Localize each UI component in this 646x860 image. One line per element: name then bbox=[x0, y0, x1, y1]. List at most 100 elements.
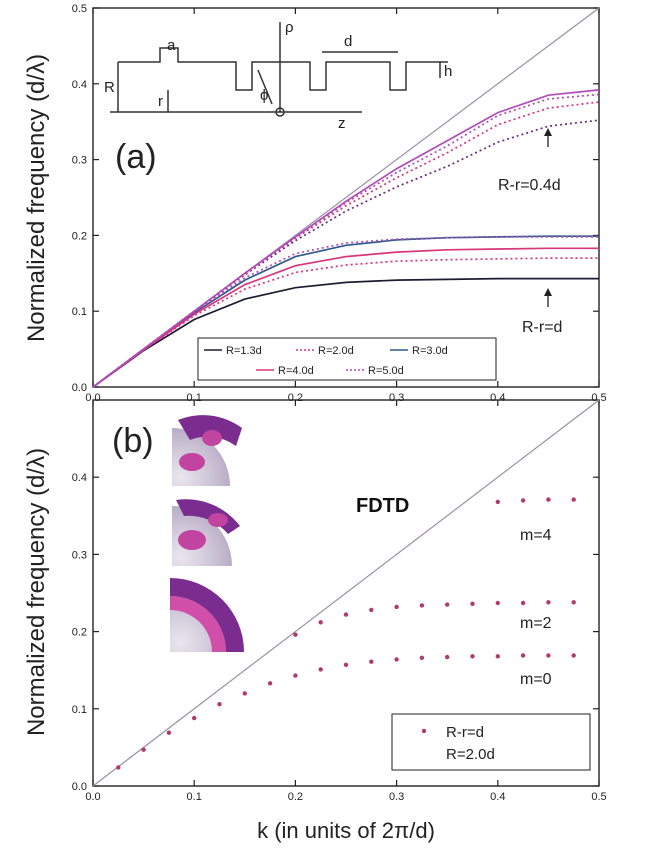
inset-label-phi: ϕ bbox=[260, 87, 268, 104]
fdtd-point-m2 bbox=[571, 600, 576, 605]
panel-a-plot-frame bbox=[92, 7, 600, 388]
panel-a-tick-group: 0.0 0.1 0.2 0.3 0.4 0.5 0.0 0.1 0.2 0.3 0.4 0.5 bbox=[72, 3, 607, 404]
panel-b-chart: 0.0 0.1 0.2 0.3 0.4 0.5 0.0 0.1 0.2 0.3 0.4 (b) FD… bbox=[23, 399, 607, 843]
panel-b-x-tick-label: 0.3 bbox=[389, 791, 404, 803]
annotation-arrowhead-lower bbox=[544, 288, 552, 296]
mode-label-m4: m=4 bbox=[520, 527, 552, 544]
fdtd-point-m0 bbox=[571, 653, 576, 658]
mode-profile-m0-image bbox=[170, 578, 244, 652]
fdtd-point-m0 bbox=[419, 655, 425, 660]
panel-a-legend: R=1.3d R=2.0d R=3.0d R=4.0d R=5.0d bbox=[197, 337, 497, 381]
fdtd-point-m0 bbox=[242, 691, 247, 696]
mode-label-m0: m=0 bbox=[520, 671, 552, 688]
panel-b-x-tick-label: 0.5 bbox=[591, 791, 606, 803]
panel-b-legend: R-r=d R=2.0d bbox=[391, 713, 591, 771]
panel-a-x-tick-label: 0.1 bbox=[187, 392, 202, 404]
fdtd-point-m2 bbox=[343, 612, 349, 617]
annotation-r-minus-r-0.4d: R-r=0.4d bbox=[498, 177, 561, 194]
x-axis-label: k (in units of 2π/d) bbox=[257, 818, 435, 843]
series-line-r4.0d-rr-d bbox=[92, 247, 599, 388]
panel-a-chart: 0.0 0.1 0.2 0.3 0.4 0.5 0.0 0.1 0.2 0.3 0.4 0.5 (a)… bbox=[23, 3, 607, 404]
fdtd-point-m0 bbox=[141, 747, 146, 752]
panel-a-series-group bbox=[92, 7, 600, 388]
fdtd-point-m2 bbox=[520, 600, 526, 606]
annotation-r-minus-r-d: R-r=d bbox=[522, 319, 562, 336]
legend-a-entry-4: R=4.0d bbox=[278, 365, 314, 377]
legend-a-entry-5: R=5.0d bbox=[368, 365, 404, 377]
legend-a-entry-1: R=1.3d bbox=[226, 345, 262, 357]
annotation-arrowhead-upper bbox=[544, 128, 552, 136]
panel-a-x-tick-label: 0.4 bbox=[490, 392, 505, 404]
panel-b-y-tick-label: 0.0 bbox=[72, 781, 87, 793]
fdtd-point-m2 bbox=[470, 601, 475, 606]
fdtd-point-m4 bbox=[495, 499, 500, 505]
fdtd-point-m0 bbox=[267, 681, 273, 686]
panel-a-x-tick-label: 0.2 bbox=[288, 392, 303, 404]
fdtd-point-m0 bbox=[394, 657, 399, 662]
panel-b-label: (b) bbox=[112, 422, 154, 460]
fdtd-point-m2 bbox=[419, 603, 425, 608]
panel-a-y-tick-label: 0.1 bbox=[72, 306, 87, 318]
series-line-r2.0d-rr-d bbox=[92, 257, 599, 388]
mode-profile-m4-image bbox=[172, 415, 242, 486]
panel-b-x-tick-label: 0.0 bbox=[85, 791, 100, 803]
fdtd-point-m0 bbox=[343, 662, 349, 667]
fdtd-point-m2 bbox=[369, 607, 374, 613]
fdtd-point-m0 bbox=[520, 653, 526, 658]
panel-a-y-tick-label: 0.0 bbox=[72, 382, 87, 394]
series-line-r1.3d-rr-d bbox=[92, 277, 599, 388]
panel-b-y-tick-label: 0.2 bbox=[72, 627, 87, 639]
inset-label-r: r bbox=[158, 93, 163, 110]
panel-a-x-tick-label: 0.0 bbox=[85, 392, 100, 404]
fdtd-point-m0 bbox=[318, 667, 323, 672]
fdtd-point-m0 bbox=[293, 673, 298, 678]
inset-label-h: h bbox=[444, 63, 452, 80]
panel-b-series-group bbox=[92, 399, 600, 787]
panel-b-tick-group: 0.0 0.1 0.2 0.3 0.4 0.5 0.0 0.1 0.2 0.3 0.4 bbox=[72, 400, 607, 803]
inset-label-z: z bbox=[338, 115, 346, 132]
panel-b-light-line bbox=[92, 399, 600, 787]
phi-arc-line bbox=[257, 69, 273, 105]
panel-a-x-tick-label: 0.5 bbox=[591, 392, 606, 404]
panel-b-plot-frame bbox=[92, 399, 600, 787]
fdtd-point-m0 bbox=[445, 654, 450, 660]
structure-inset-diagram bbox=[110, 22, 448, 117]
fdtd-point-m0 bbox=[495, 654, 500, 659]
fdtd-point-m0 bbox=[116, 765, 121, 770]
fdtd-label: FDTD bbox=[356, 495, 409, 517]
fdtd-point-m2 bbox=[394, 604, 399, 610]
panel-a-x-tick-label: 0.3 bbox=[389, 392, 404, 404]
fdtd-point-m2 bbox=[318, 620, 323, 625]
panel-a-y-tick-label: 0.3 bbox=[72, 155, 87, 167]
panel-b-y-axis-label: Normalized frequency (d/λ) bbox=[23, 448, 50, 736]
fdtd-point-m0 bbox=[369, 659, 374, 664]
fdtd-point-m4 bbox=[571, 497, 576, 502]
fdtd-point-m2 bbox=[293, 632, 298, 637]
panel-b-x-tick-label: 0.4 bbox=[490, 791, 505, 803]
fdtd-point-m0 bbox=[546, 653, 551, 658]
inset-label-d: d bbox=[344, 33, 352, 50]
panel-b-y-tick-label: 0.3 bbox=[72, 549, 87, 561]
panel-a-y-tick-label: 0.4 bbox=[72, 79, 87, 91]
mode-label-m2: m=2 bbox=[520, 615, 552, 632]
legend-b-marker bbox=[421, 728, 427, 734]
origin-marker bbox=[275, 107, 285, 117]
legend-b-entry-2: R=2.0d bbox=[446, 746, 495, 763]
fdtd-point-m0 bbox=[166, 730, 172, 735]
panel-b-x-tick-label: 0.1 bbox=[187, 791, 202, 803]
panel-b-y-tick-label: 0.1 bbox=[72, 704, 87, 716]
legend-a-frame bbox=[197, 337, 497, 381]
panel-a-y-tick-label: 0.2 bbox=[72, 230, 87, 242]
fdtd-point-m4 bbox=[520, 498, 526, 503]
legend-a-entry-3: R=3.0d bbox=[412, 345, 448, 357]
fdtd-point-m0 bbox=[192, 715, 197, 721]
fdtd-point-m2 bbox=[445, 602, 450, 607]
grating-profile-line bbox=[118, 47, 448, 91]
fdtd-point-m0 bbox=[217, 702, 222, 707]
inset-label-R: R bbox=[104, 79, 115, 96]
fdtd-point-m4 bbox=[546, 497, 551, 502]
legend-b-frame bbox=[391, 713, 591, 771]
legend-a-entry-2: R=2.0d bbox=[318, 345, 354, 357]
mode-profile-m2-image bbox=[172, 499, 240, 566]
